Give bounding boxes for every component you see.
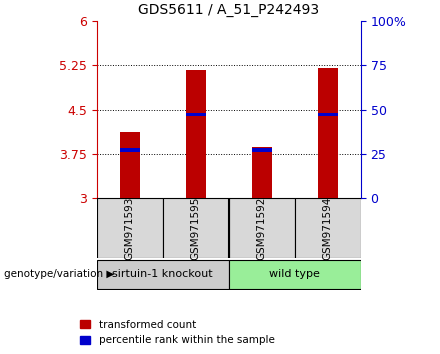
Bar — [318, 68, 338, 198]
Bar — [186, 70, 206, 198]
Bar — [252, 147, 272, 198]
Bar — [318, 113, 338, 116]
Bar — [97, 198, 163, 258]
Text: GSM971593: GSM971593 — [125, 196, 135, 260]
Bar — [120, 148, 140, 152]
Text: genotype/variation ▶: genotype/variation ▶ — [4, 269, 115, 279]
Bar — [120, 132, 140, 198]
Bar — [229, 260, 361, 289]
Title: GDS5611 / A_51_P242493: GDS5611 / A_51_P242493 — [138, 4, 319, 17]
Bar — [229, 198, 295, 258]
Text: sirtuin-1 knockout: sirtuin-1 knockout — [113, 269, 213, 279]
Text: GSM971595: GSM971595 — [191, 196, 201, 260]
Bar — [97, 260, 229, 289]
Text: GSM971594: GSM971594 — [323, 196, 333, 260]
Bar — [295, 198, 361, 258]
Legend: transformed count, percentile rank within the sample: transformed count, percentile rank withi… — [80, 320, 275, 345]
Text: wild type: wild type — [269, 269, 320, 279]
Text: GSM971592: GSM971592 — [257, 196, 267, 260]
Bar — [252, 148, 272, 152]
Bar — [163, 198, 229, 258]
Bar — [186, 113, 206, 116]
